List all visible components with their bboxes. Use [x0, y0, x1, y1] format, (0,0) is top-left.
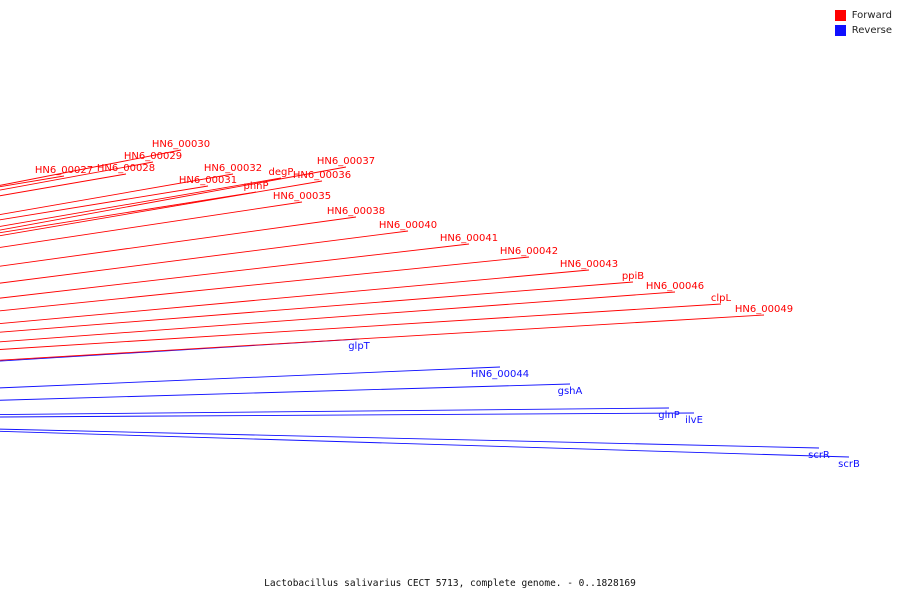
- gene-hn6_00037-label[interactable]: HN6_00037: [317, 156, 375, 167]
- gene-hn6_00040-label[interactable]: HN6_00040: [379, 220, 437, 231]
- reverse-label: Reverse: [851, 25, 892, 36]
- gene-scrb-label[interactable]: scrB: [838, 459, 860, 470]
- gene-degp-leader: [0, 177, 282, 227]
- gene-degp-label[interactable]: degP: [269, 167, 294, 178]
- gene-hn6_00041-label[interactable]: HN6_00041: [440, 233, 498, 244]
- gene-hn6_00040-leader: [0, 230, 409, 284]
- gene-hn6_00038-label[interactable]: HN6_00038: [327, 206, 385, 217]
- reverse-swatch: [834, 25, 846, 36]
- gene-hn6_00038-leader: [0, 216, 357, 267]
- gene-hn6_00049-leader: [0, 314, 765, 361]
- gene-clpl-label[interactable]: clpL: [711, 293, 732, 304]
- gene-glnp-label[interactable]: glnP: [658, 410, 680, 421]
- gene-hn6_00031-leader: [0, 185, 209, 221]
- forward-label: Forward: [851, 10, 892, 21]
- legend-forward: Forward: [834, 8, 892, 23]
- gene-ppib-label[interactable]: ppiB: [622, 271, 644, 282]
- genome-caption: Lactobacillus salivarius CECT 5713, comp…: [264, 578, 636, 589]
- gene-hn6_00041-leader: [0, 243, 470, 299]
- gene-phnp-leader: [0, 191, 257, 234]
- gene-hn6_00027-leader: [0, 175, 65, 188]
- gene-hn6_00044-leader: [0, 366, 501, 389]
- legend: Forward Reverse: [834, 8, 892, 38]
- gene-scrr-label[interactable]: scrR: [808, 450, 830, 461]
- gene-scrb-leader: [0, 430, 850, 458]
- gene-hn6_00032-label[interactable]: HN6_00032: [204, 163, 262, 174]
- gene-hn6_00036-label[interactable]: HN6_00036: [293, 170, 351, 181]
- gene-glpt-leader: [0, 338, 360, 362]
- gene-phnp-label[interactable]: phnP: [243, 181, 268, 192]
- gene-hn6_00030-leader: [0, 149, 182, 186]
- gene-hn6_00028-leader: [0, 173, 127, 197]
- gene-glpt-label[interactable]: glpT: [348, 341, 370, 352]
- gene-hn6_00037-leader: [0, 166, 347, 231]
- gene-hn6_00035-leader: [0, 201, 303, 248]
- legend-reverse: Reverse: [834, 23, 892, 38]
- gene-glnp-leader: [0, 407, 670, 416]
- gene-ilve-leader: [0, 412, 695, 418]
- gene-gsha-label[interactable]: gshA: [558, 386, 583, 397]
- gene-hn6_00049-label[interactable]: HN6_00049: [735, 304, 793, 315]
- gene-hn6_00031-label[interactable]: HN6_00031: [179, 175, 237, 186]
- gene-hn6_00043-leader: [0, 269, 590, 325]
- gene-hn6_00032-leader: [0, 173, 234, 216]
- gene-hn6_00029-label[interactable]: HN6_00029: [124, 151, 182, 162]
- gene-ppib-leader: [0, 281, 634, 333]
- gene-hn6_00030-label[interactable]: HN6_00030: [152, 139, 210, 150]
- gene-hn6_00043-label[interactable]: HN6_00043: [560, 259, 618, 270]
- gene-hn6_00036-leader: [0, 180, 323, 237]
- gene-gsha-leader: [0, 383, 571, 401]
- forward-swatch: [834, 10, 846, 21]
- gene-hn6_00027-label[interactable]: HN6_00027: [35, 165, 93, 176]
- gene-scrr-leader: [0, 428, 820, 449]
- gene-hn6_00042-label[interactable]: HN6_00042: [500, 246, 558, 257]
- gene-hn6_00028-label[interactable]: HN6_00028: [97, 163, 155, 174]
- gene-hn6_00044-label[interactable]: HN6_00044: [471, 369, 529, 380]
- gene-hn6_00042-leader: [0, 256, 530, 312]
- gene-hn6_00046-leader: [0, 291, 676, 343]
- gene-hn6_00046-label[interactable]: HN6_00046: [646, 281, 704, 292]
- gene-ilve-label[interactable]: ilvE: [685, 415, 703, 426]
- gene-hn6_00035-label[interactable]: HN6_00035: [273, 191, 331, 202]
- gene-clpl-leader: [0, 303, 722, 350]
